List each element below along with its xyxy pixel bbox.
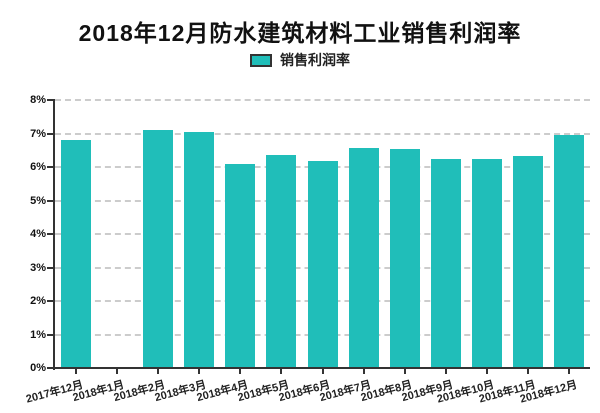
x-axis-tick <box>115 368 118 374</box>
bar-2018年8月[interactable] <box>389 148 420 368</box>
y-axis-label: 6% <box>30 161 46 173</box>
y-axis-tick <box>47 367 55 369</box>
x-axis-tick <box>568 368 571 374</box>
x-axis-tick <box>527 368 530 374</box>
bar-2018年11月[interactable] <box>513 155 544 368</box>
bar-2018年3月[interactable] <box>184 131 215 368</box>
legend[interactable]: 销售利润率 <box>0 51 600 69</box>
plot-area <box>47 99 590 374</box>
y-axis-labels: 0% 1% 2% 3% 4% 5% 6% 7% 8% <box>0 94 46 374</box>
y-axis-label: 3% <box>30 261 46 274</box>
x-axis-tick <box>444 368 447 374</box>
x-axis-tick <box>156 368 159 374</box>
bar-2018年9月[interactable] <box>430 158 461 368</box>
x-axis-labels: 2017年12月 2018年1月 2018年2月 2018年3月 2018年4月 2018… <box>25 368 590 413</box>
gridline <box>55 132 590 135</box>
y-axis-tick <box>47 132 55 135</box>
y-axis-tick <box>47 99 55 101</box>
x-axis-tick <box>321 368 324 374</box>
bar-2018年12月[interactable] <box>554 135 585 368</box>
bar-2018年2月[interactable] <box>142 130 173 368</box>
y-axis-line <box>53 99 55 370</box>
y-axis-label: 4% <box>30 228 46 240</box>
x-axis-tick <box>403 368 406 374</box>
chart-title: 2018年12月防水建筑材料工业销售利润率 <box>78 20 522 46</box>
y-axis-tick <box>47 233 55 235</box>
x-axis-tick <box>239 368 242 374</box>
bar-2018年5月[interactable] <box>266 154 297 368</box>
y-axis-tick <box>47 266 55 269</box>
x-axis-tick <box>362 368 365 374</box>
legend-swatch-icon <box>250 53 272 67</box>
x-axis-line <box>53 367 590 369</box>
y-axis-label: 5% <box>30 194 46 207</box>
legend-label: 销售利润率 <box>280 52 350 68</box>
bar-2018年6月[interactable] <box>307 160 338 368</box>
y-axis-tick <box>47 333 55 336</box>
bar-2018年10月[interactable] <box>472 159 503 368</box>
y-axis-label: 7% <box>30 127 46 140</box>
y-axis-tick <box>47 166 55 168</box>
bar-2018年4月[interactable] <box>225 163 256 368</box>
y-axis-label: 0% <box>30 362 46 374</box>
y-axis-tick <box>47 199 55 202</box>
x-axis-tick <box>198 368 201 374</box>
y-axis-label: 1% <box>30 328 46 341</box>
y-axis-tick <box>47 300 55 302</box>
y-axis-label: 2% <box>30 295 46 307</box>
y-axis-label: 8% <box>30 94 46 106</box>
x-axis-tick <box>486 368 489 374</box>
bar-2018年7月[interactable] <box>348 148 379 368</box>
gridline <box>55 99 590 101</box>
x-axis-tick <box>280 368 283 374</box>
bar-2017年12月[interactable] <box>60 140 91 368</box>
x-axis-tick <box>74 368 77 374</box>
